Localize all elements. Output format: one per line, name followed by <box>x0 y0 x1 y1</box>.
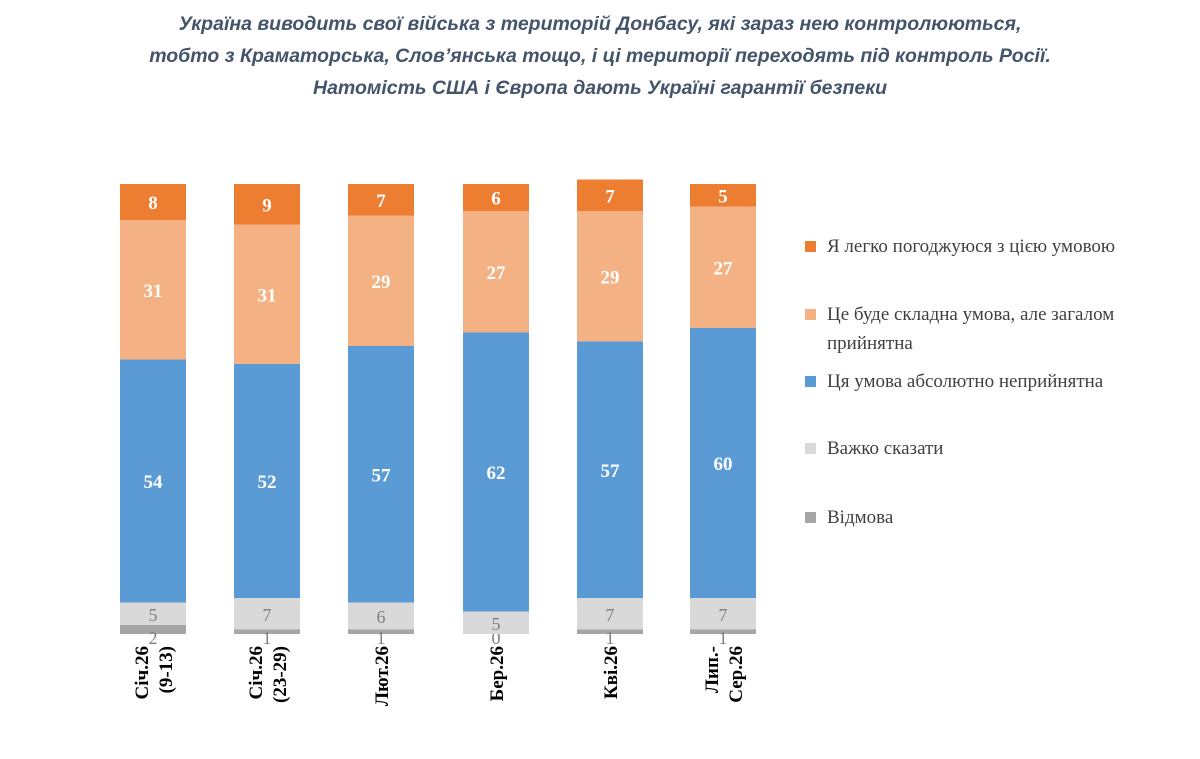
bar-segment-refusal <box>690 629 756 634</box>
legend-item-easily-agree: Я легко погоджуюся з цією умовою <box>805 232 1125 261</box>
bar-segment-hard-to-say <box>463 611 529 634</box>
legend-label: Це буде складна умова, але загалом прийн… <box>827 304 1115 354</box>
bar-stack: 1 7 60 27 5 <box>690 184 756 648</box>
legend-item-hard-to-say: Важко сказати <box>805 434 1125 463</box>
legend-label: Відмова <box>827 507 894 528</box>
bar-stack: 1 7 57 29 7 <box>577 179 643 648</box>
data-label-refusal: 2 <box>149 628 158 648</box>
bar-segment-easily-agree <box>234 184 300 225</box>
legend-swatch <box>805 443 816 454</box>
legend-label: Ця умова абсолютно неприйнятна <box>827 371 1104 392</box>
bar-segment-refusal <box>120 625 186 634</box>
x-tick-label: Лип.- Сер.26 <box>702 646 747 703</box>
x-tick-label: Січ.26 (23-29) <box>246 646 291 703</box>
data-label-refusal: 1 <box>377 628 386 648</box>
legend-label: Я легко погоджуюся з цією умовою <box>827 236 1116 257</box>
bar-segment-easily-agree <box>120 184 186 220</box>
data-label-hard-to-say: 7 <box>719 605 728 625</box>
x-tick-label: Кві.26 <box>601 646 622 699</box>
title-line-3: Натомість США і Європа дають Україні гар… <box>312 77 887 99</box>
bar-segment-hard-to-say <box>234 598 300 630</box>
data-label-refusal: 1 <box>263 628 272 648</box>
bar-stack: 2 5 54 31 8 <box>120 184 186 648</box>
data-label-hard-to-say: 6 <box>377 607 386 627</box>
legend-item-difficult-acceptable: Це буде складна умова, але загалом прийн… <box>805 300 1125 358</box>
data-label-unacceptable: 52 <box>258 472 277 493</box>
data-label-unacceptable: 57 <box>601 461 621 482</box>
bar-segment-easily-agree <box>463 184 529 211</box>
data-label-easily-agree: 5 <box>718 186 728 207</box>
legend-item-refusal: Відмова <box>805 503 1125 532</box>
legend-swatch <box>805 241 816 252</box>
bar-stack: 16 57 29 7 <box>348 184 414 648</box>
data-label-difficult-acceptable: 27 <box>714 258 734 279</box>
legend-swatch <box>805 376 816 387</box>
x-tick-label: Січ.26 (9-13) <box>132 646 177 699</box>
data-label-difficult-acceptable: 31 <box>258 285 277 306</box>
bar-segment-difficult-acceptable <box>690 206 756 328</box>
bar-segment-difficult-acceptable <box>120 220 186 360</box>
bar-segment-unacceptable <box>348 346 414 603</box>
legend-swatch <box>805 309 816 320</box>
data-label-easily-agree: 9 <box>262 195 272 216</box>
data-label-difficult-acceptable: 29 <box>372 272 391 293</box>
bar-segment-unacceptable <box>690 328 756 598</box>
bar-segment-hard-to-say <box>348 602 414 630</box>
data-label-unacceptable: 54 <box>144 472 164 493</box>
bar-segment-hard-to-say <box>690 598 756 630</box>
bar-segment-refusal <box>234 629 300 634</box>
bar-segment-difficult-acceptable <box>577 211 643 342</box>
bar-segment-difficult-acceptable <box>348 215 414 346</box>
x-tick-label: Лют.26 <box>372 646 393 706</box>
bar-segment-refusal <box>577 629 643 634</box>
data-label-hard-to-say: 7 <box>263 605 272 625</box>
data-label-hard-to-say: 7 <box>606 605 615 625</box>
title-line-2: тобто з Краматорська, Слов’янська тощо, … <box>149 45 1051 67</box>
data-label-easily-agree: 7 <box>605 186 615 207</box>
bar-segment-easily-agree <box>348 184 414 216</box>
data-label-easily-agree: 7 <box>376 191 386 212</box>
data-label-difficult-acceptable: 31 <box>144 281 163 302</box>
bar-segment-unacceptable <box>463 332 529 612</box>
bar-segment-difficult-acceptable <box>234 224 300 364</box>
data-label-difficult-acceptable: 29 <box>601 267 620 288</box>
data-label-unacceptable: 57 <box>372 465 392 486</box>
legend-item-unacceptable: Ця умова абсолютно неприйнятна <box>805 367 1125 396</box>
bar-stack: 1 7 52 31 9 <box>234 184 300 648</box>
data-label-difficult-acceptable: 27 <box>487 263 507 284</box>
data-label-hard-to-say: 5 <box>492 614 501 634</box>
bar-segment-hard-to-say <box>577 598 643 630</box>
data-label-easily-agree: 6 <box>491 189 501 210</box>
data-label-easily-agree: 8 <box>148 193 158 214</box>
bar-segment-easily-agree <box>690 184 756 207</box>
data-label-unacceptable: 60 <box>714 454 733 475</box>
title-line-1: Україна виводить свої війська з територі… <box>178 13 1022 35</box>
bar-segment-unacceptable <box>577 341 643 598</box>
bar-stack: 05 62 27 6 <box>463 184 529 648</box>
bar-segment-difficult-acceptable <box>463 211 529 333</box>
data-label-refusal: 1 <box>606 628 615 648</box>
bar-segment-refusal <box>348 629 414 634</box>
data-label-hard-to-say: 5 <box>149 605 158 625</box>
data-label-refusal: 0 <box>492 628 501 648</box>
data-label-unacceptable: 62 <box>487 463 506 484</box>
data-label-refusal: 1 <box>719 628 728 648</box>
bar-segment-hard-to-say <box>120 602 186 625</box>
chart-title: Україна виводить свої війська з територі… <box>0 8 1200 104</box>
legend-swatch <box>805 512 816 523</box>
legend-label: Важко сказати <box>827 438 944 459</box>
bar-segment-unacceptable <box>120 359 186 603</box>
bar-segment-easily-agree <box>577 179 643 211</box>
x-tick-label: Бер.26 <box>487 646 508 701</box>
bar-segment-unacceptable <box>234 364 300 598</box>
